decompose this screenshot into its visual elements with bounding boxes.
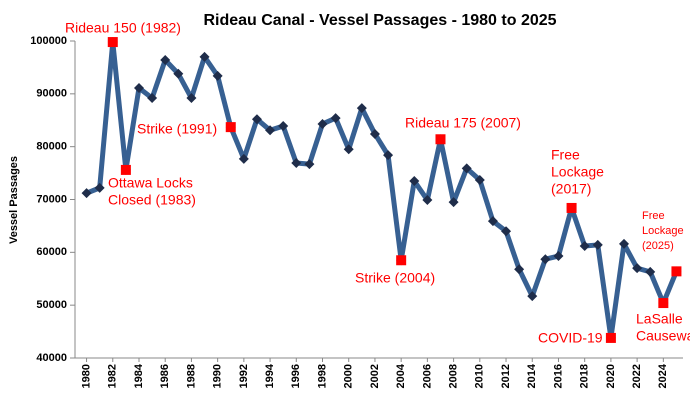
x-tick-label: 1986 [159, 364, 171, 388]
annotation-text: Ottawa Locks [108, 175, 193, 191]
x-tick-label: 1988 [185, 364, 197, 388]
point-marker [173, 68, 184, 79]
annotation-text: Closed (1983) [108, 192, 196, 208]
x-tick-label: 2000 [343, 364, 355, 388]
point-marker [133, 83, 144, 94]
point-marker [94, 182, 105, 193]
y-tick-label: 90000 [36, 88, 67, 100]
point-marker [553, 251, 564, 262]
x-tick-label: 1992 [238, 364, 250, 388]
point-marker [383, 150, 394, 161]
point-marker [278, 121, 289, 132]
y-tick-label: 50000 [36, 299, 67, 311]
x-tick-label: 1982 [107, 364, 119, 388]
point-marker [304, 159, 315, 170]
x-tick-label: 1984 [133, 363, 145, 388]
x-tick-label: 1990 [212, 364, 224, 388]
point-marker [409, 176, 420, 187]
annotation-marker [671, 266, 682, 277]
point-marker [212, 70, 223, 81]
x-tick-label: 2016 [552, 364, 564, 388]
annotation-text: Causeway [636, 328, 690, 344]
point-marker [527, 291, 538, 302]
x-tick-label: 2022 [631, 364, 643, 388]
series-line [85, 39, 679, 341]
x-tick-label: 2006 [421, 364, 433, 388]
chart-title: Rideau Canal - Vessel Passages - 1980 to… [203, 12, 556, 29]
annotation-text: Strike (2004) [355, 270, 435, 286]
annotation-text: Lockage [551, 164, 604, 180]
y-tick-label: 60000 [36, 246, 67, 258]
annotation-text: Rideau 150 (1982) [65, 20, 181, 36]
annotation-text: Free [551, 147, 580, 163]
y-tick-label: 100000 [30, 35, 67, 47]
x-tick-label: 2004 [395, 363, 407, 388]
point-marker [448, 197, 459, 208]
annotation-text: (2017) [551, 181, 591, 197]
point-marker [369, 128, 380, 139]
point-marker [514, 264, 525, 275]
point-marker [160, 55, 171, 66]
annotation-text: LaSalle [636, 311, 683, 327]
point-marker [632, 263, 643, 274]
point-marker [579, 240, 590, 251]
annotation-text: COVID-19 [538, 330, 603, 346]
annotation-marker [605, 332, 616, 343]
point-marker [592, 239, 603, 250]
x-tick-label: 2020 [605, 364, 617, 388]
point-marker [474, 174, 485, 185]
point-marker [147, 93, 158, 104]
point-marker [619, 238, 630, 249]
annotation-marker [566, 202, 577, 213]
x-tick-label: 2002 [369, 364, 381, 388]
annotation-marker [435, 134, 446, 145]
point-marker [461, 163, 472, 174]
annotation-text: Free [642, 210, 665, 222]
x-tick-label: 2010 [474, 364, 486, 388]
annotation-marker [658, 298, 669, 309]
point-marker [540, 254, 551, 265]
point-marker [487, 216, 498, 227]
x-tick-label: 2012 [500, 364, 512, 388]
x-tick-label: 2024 [657, 363, 669, 388]
point-marker [238, 153, 249, 164]
annotation-text: (2025) [642, 240, 674, 252]
point-marker [501, 226, 512, 237]
point-marker [81, 188, 92, 199]
point-marker [291, 158, 302, 169]
y-axis-label: Vessel Passages [8, 156, 20, 244]
y-tick-label: 70000 [36, 193, 67, 205]
point-marker [199, 51, 210, 62]
point-marker [422, 195, 433, 206]
x-tick-label: 1994 [264, 363, 276, 388]
y-tick-label: 40000 [36, 352, 67, 364]
x-tick-label: 2014 [526, 363, 538, 388]
x-tick-label: 1980 [80, 364, 92, 388]
point-marker [251, 114, 262, 125]
annotation-marker [396, 255, 407, 266]
annotation-marker [225, 122, 236, 133]
annotation-text: Strike (1991) [137, 121, 217, 137]
annotation-marker [120, 164, 131, 175]
point-marker [356, 103, 367, 114]
point-marker [645, 266, 656, 277]
x-tick-label: 1996 [290, 364, 302, 388]
point-marker [186, 93, 197, 104]
x-tick-label: 2008 [448, 364, 460, 388]
x-tick-label: 2018 [579, 364, 591, 388]
point-marker [330, 113, 341, 124]
point-marker [265, 125, 276, 136]
x-tick-label: 1998 [316, 364, 328, 388]
y-tick-label: 80000 [36, 141, 67, 153]
annotation-marker [107, 37, 118, 48]
point-marker [343, 144, 354, 155]
point-marker [317, 118, 328, 129]
annotation-text: Rideau 175 (2007) [405, 115, 521, 131]
annotation-text: Lockage [642, 225, 684, 237]
